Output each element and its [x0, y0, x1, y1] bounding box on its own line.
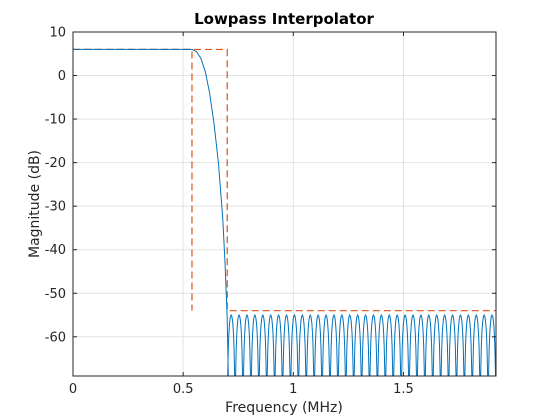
y-tick-label: -40 — [45, 243, 66, 258]
plot-area — [73, 32, 496, 376]
response-stopband-ripple — [227, 314, 496, 376]
x-tick-label: 1.5 — [393, 382, 414, 397]
x-tick-label: 0.5 — [173, 382, 194, 397]
series-layer — [73, 48, 496, 376]
y-tick-label: -10 — [45, 113, 66, 128]
y-tick-label: -30 — [45, 200, 66, 215]
response-transition-band — [73, 48, 229, 376]
axes-box — [72, 31, 497, 377]
axes-layer — [72, 31, 497, 377]
y-tick-label: 10 — [49, 26, 66, 41]
grid — [73, 32, 496, 376]
x-axis-label: Frequency (MHz) — [225, 400, 343, 416]
y-tick-label: -60 — [45, 330, 66, 345]
x-tick-label: 1 — [289, 382, 297, 397]
y-tick-label: -20 — [45, 156, 66, 171]
ticks-layer: 0 0.5 1 1.5 10 0 -10 -20 -30 -40 -50 -60 — [45, 26, 496, 397]
y-tick-label: 0 — [58, 69, 66, 84]
x-tick-label: 0 — [69, 382, 77, 397]
y-axis-label: Magnitude (dB) — [27, 150, 43, 258]
y-tick-label: -50 — [45, 287, 66, 302]
chart-title: Lowpass Interpolator — [194, 10, 374, 28]
